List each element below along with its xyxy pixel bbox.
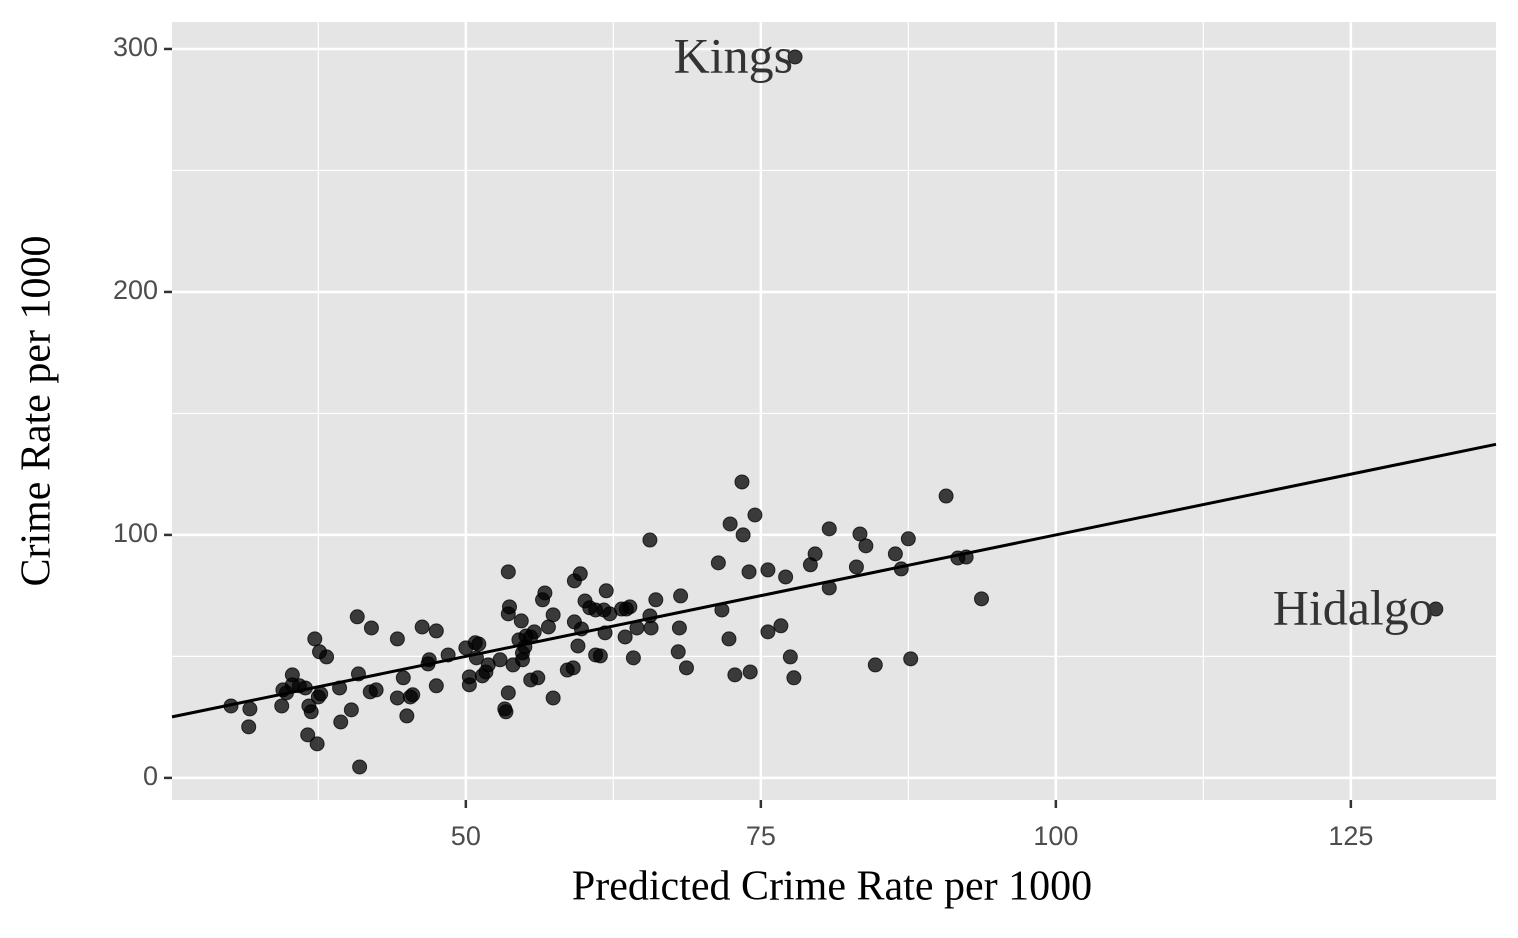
point xyxy=(722,516,738,532)
point xyxy=(428,623,444,639)
point xyxy=(500,685,516,701)
point xyxy=(307,631,323,647)
point xyxy=(887,546,903,562)
point xyxy=(513,613,529,629)
point xyxy=(343,702,359,718)
point xyxy=(300,727,316,743)
point xyxy=(572,566,588,582)
point xyxy=(363,620,379,636)
point xyxy=(242,701,258,717)
point xyxy=(760,562,776,578)
point xyxy=(501,599,517,615)
point xyxy=(858,538,874,554)
point xyxy=(570,638,586,654)
point xyxy=(565,660,581,676)
point xyxy=(903,651,919,667)
point xyxy=(598,583,614,599)
point xyxy=(773,618,789,634)
point xyxy=(673,588,689,604)
point xyxy=(389,631,405,647)
point xyxy=(678,660,694,676)
point xyxy=(786,670,802,686)
point xyxy=(782,649,798,665)
y-axis-title: Crime Rate per 1000 xyxy=(14,235,60,586)
point xyxy=(670,644,686,660)
x-tick-label: 125 xyxy=(1328,821,1373,851)
point xyxy=(389,690,405,706)
point xyxy=(974,591,990,607)
point xyxy=(414,619,430,635)
point xyxy=(760,624,776,640)
plot-panel xyxy=(172,22,1496,800)
point xyxy=(352,759,368,775)
point xyxy=(787,49,803,65)
y-tick-label: 100 xyxy=(113,518,158,548)
point xyxy=(545,690,561,706)
point xyxy=(778,569,794,585)
point xyxy=(821,521,837,537)
point xyxy=(309,736,325,752)
point xyxy=(741,564,757,580)
point xyxy=(671,620,687,636)
point xyxy=(500,564,516,580)
point xyxy=(399,708,415,724)
point xyxy=(349,609,365,625)
point xyxy=(742,664,758,680)
y-tick-label: 300 xyxy=(113,32,158,62)
point xyxy=(368,682,384,698)
point xyxy=(492,652,508,668)
point xyxy=(710,555,726,571)
point xyxy=(617,629,633,645)
y-tick-label: 200 xyxy=(113,275,158,305)
point xyxy=(625,650,641,666)
point xyxy=(461,669,477,685)
point xyxy=(1428,601,1444,617)
point xyxy=(274,698,290,714)
point xyxy=(526,624,542,640)
y-tick-label: 0 xyxy=(143,761,158,791)
point xyxy=(313,686,329,702)
point xyxy=(734,474,750,490)
reference-line xyxy=(171,442,1497,719)
point xyxy=(747,507,763,523)
point xyxy=(852,526,868,542)
point xyxy=(537,585,553,601)
point xyxy=(471,636,487,652)
x-tick-label: 50 xyxy=(451,821,481,851)
point xyxy=(900,531,916,547)
x-tick-label: 100 xyxy=(1033,821,1078,851)
point xyxy=(592,648,608,664)
point xyxy=(241,719,257,735)
point xyxy=(938,488,954,504)
point xyxy=(721,631,737,647)
point xyxy=(867,657,883,673)
x-tick-label: 75 xyxy=(746,821,776,851)
point xyxy=(642,532,658,548)
point xyxy=(545,607,561,623)
point xyxy=(498,704,514,720)
point xyxy=(319,649,335,665)
point xyxy=(807,546,823,562)
point xyxy=(428,678,444,694)
point xyxy=(395,670,411,686)
point xyxy=(622,599,638,615)
annotation: Kings xyxy=(674,27,793,83)
point xyxy=(405,687,421,703)
point xyxy=(643,620,659,636)
point xyxy=(648,592,664,608)
point xyxy=(303,704,319,720)
point xyxy=(333,714,349,730)
annotation: Hidalgo xyxy=(1273,579,1434,635)
x-axis-title: Predicted Crime Rate per 1000 xyxy=(572,864,1092,910)
point xyxy=(735,527,751,543)
point xyxy=(727,667,743,683)
point xyxy=(530,670,546,686)
point xyxy=(848,559,864,575)
